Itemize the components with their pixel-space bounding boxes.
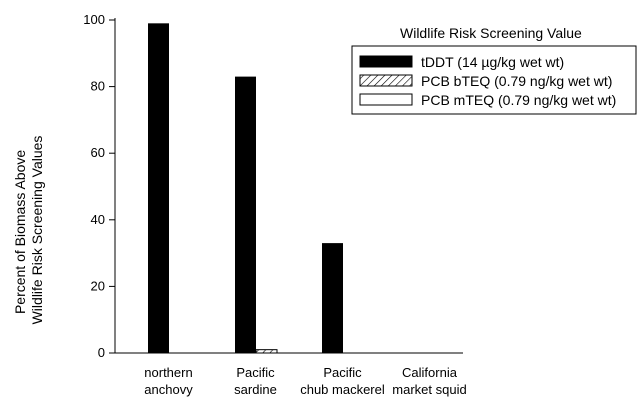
x-tick-label: chub mackerel (300, 382, 385, 397)
legend-title: Wildlife Risk Screening Value (400, 25, 582, 41)
bar-tddt-0 (148, 23, 169, 354)
y-tick-label: 60 (91, 145, 105, 160)
y-ticks: 0 20 40 60 80 100 (83, 12, 115, 360)
x-tick-label: market squid (392, 382, 466, 397)
legend-label: PCB mTEQ (0.79 ng/kg wet wt) (421, 92, 616, 108)
axes (114, 18, 463, 354)
y-tick-label: 80 (91, 79, 105, 94)
x-tick-label: anchovy (144, 382, 193, 397)
legend: tDDT (14 µg/kg wet wt) PCB bTEQ (0.79 ng/… (351, 45, 637, 115)
y-tick-label: 40 (91, 212, 105, 227)
x-tick-label: California (402, 365, 458, 380)
x-labels: northern anchovy Pacific sardine Pacific chub… (144, 365, 466, 397)
bar-tddt-2 (322, 243, 343, 353)
y-tick-label: 0 (98, 345, 105, 360)
x-tick-label: sardine (234, 382, 277, 397)
y-axis-title-line-1: Percent of Biomass Above (12, 150, 28, 314)
x-tick-label: northern (144, 365, 192, 380)
legend-label: tDDT (14 µg/kg wet wt) (421, 54, 564, 70)
bar-pcb-bteq-1 (255, 349, 278, 354)
y-axis-title-line-2: Wildlife Risk Screening Values (29, 136, 45, 325)
x-tick-label: Pacific (323, 365, 362, 380)
x-tick-label: Pacific (236, 365, 275, 380)
legend-swatch (359, 55, 413, 68)
bars (148, 23, 343, 354)
legend-swatch (359, 93, 413, 106)
y-tick-label: 20 (91, 278, 105, 293)
bar-tddt-1 (235, 76, 256, 354)
legend-swatch (359, 74, 413, 87)
y-axis-title: Percent of Biomass Above Wildlife Risk S… (12, 136, 45, 325)
y-tick-label: 100 (83, 12, 105, 27)
legend-label: PCB bTEQ (0.79 ng/kg wet wt) (421, 73, 612, 89)
